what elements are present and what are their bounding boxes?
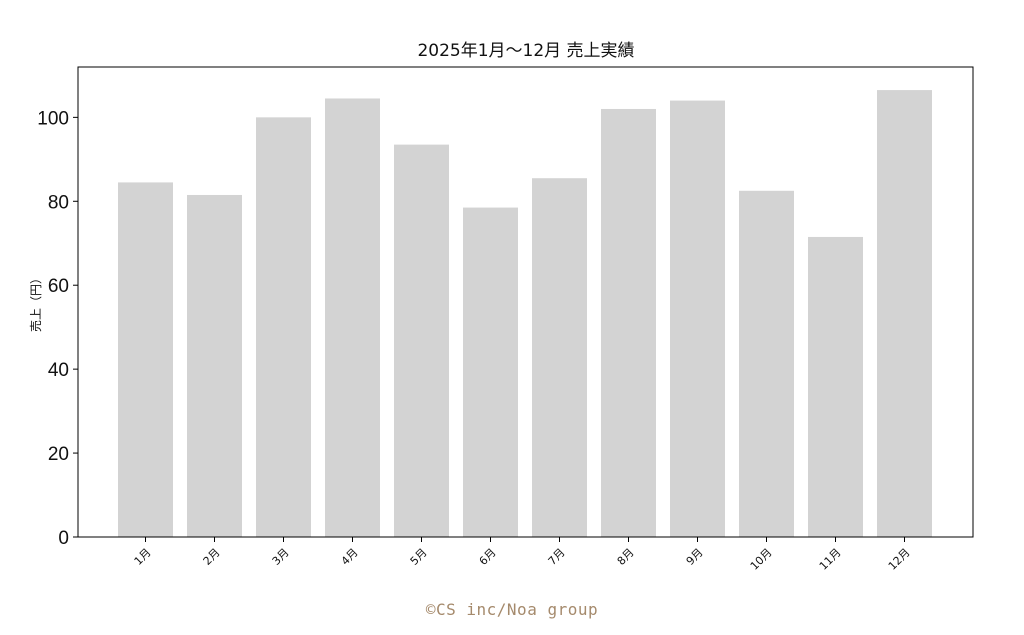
y-tick-label: 60 (48, 276, 69, 297)
x-axis: 1月 2月 3月 4月 5月 6月 7月 8月 9月 10月 11月 12月 (132, 537, 913, 573)
y-axis: 0 20 40 60 80 100 (37, 108, 78, 549)
x-tick-label: 1月 (132, 546, 154, 568)
bar-chart: 2025年1月〜12月 売上実績 0 20 40 60 80 100 1月 2月 3月 4月 5月… (28, 41, 974, 573)
plot-frame (77, 66, 974, 538)
y-axis-label: 売上（円） (28, 272, 43, 332)
bar-10 (739, 190, 794, 537)
x-tick-label: 4月 (339, 546, 361, 568)
x-tick-label: 5月 (408, 546, 430, 568)
x-tick-label: 11月 (817, 546, 844, 573)
y-tick-label: 0 (58, 528, 69, 549)
bar-12 (877, 90, 932, 538)
x-tick-label: 6月 (477, 546, 499, 568)
bar-7 (532, 178, 587, 537)
bar-8 (601, 108, 656, 537)
y-tick-label: 40 (48, 360, 69, 381)
x-tick-label: 9月 (684, 546, 706, 568)
bar-3 (256, 117, 311, 537)
bar-6 (463, 207, 518, 537)
copyright-footer: ©CS inc/Noa group (425, 600, 599, 619)
chart-title: 2025年1月〜12月 売上実績 (417, 41, 634, 61)
bars-group (118, 90, 932, 538)
bar-11 (808, 236, 863, 537)
bar-5 (394, 144, 449, 538)
y-tick-label: 20 (48, 444, 69, 465)
x-tick-label: 12月 (886, 546, 913, 573)
y-tick-label: 100 (37, 108, 69, 129)
x-tick-label: 10月 (748, 546, 775, 573)
bar-9 (670, 100, 725, 538)
y-tick-label: 80 (48, 192, 69, 213)
x-tick-label: 7月 (546, 546, 568, 568)
x-tick-label: 2月 (201, 546, 223, 568)
x-tick-label: 8月 (615, 546, 637, 568)
bar-4 (325, 98, 380, 538)
bar-1 (118, 182, 173, 537)
x-tick-label: 3月 (270, 546, 292, 568)
bar-2 (187, 194, 242, 537)
